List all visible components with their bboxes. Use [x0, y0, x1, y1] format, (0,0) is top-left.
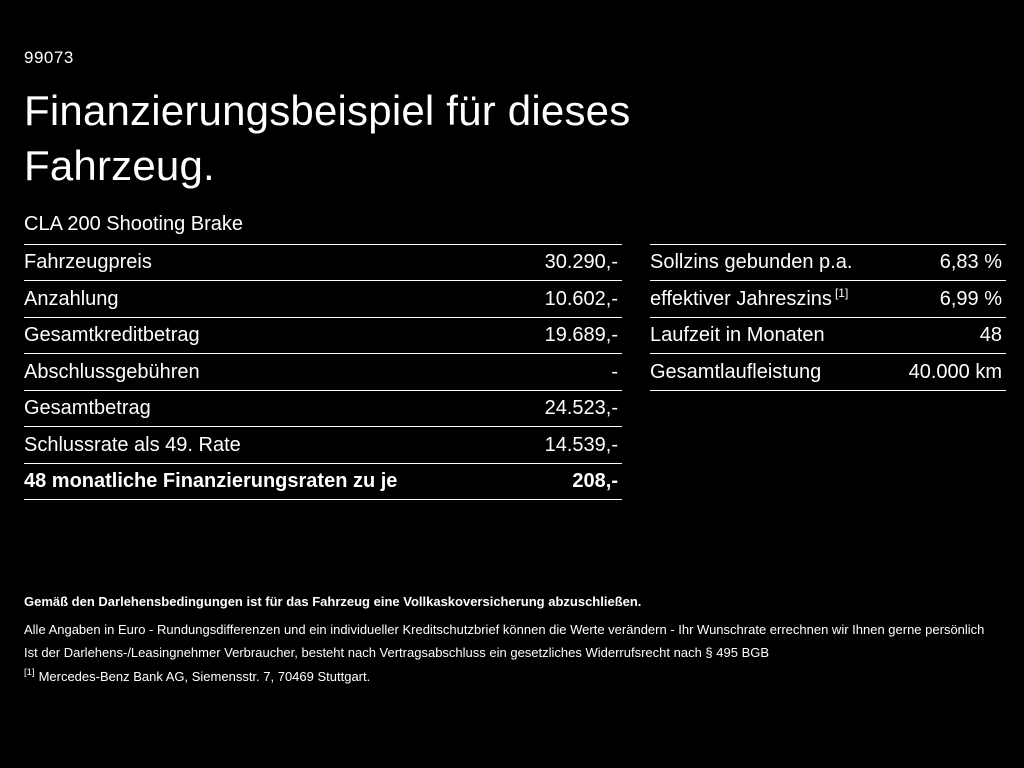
page-title: Finanzierungsbeispiel für dieses Fahrzeu… [24, 87, 631, 190]
row-value: - [611, 360, 618, 383]
table-row-sollzins: Sollzins gebunden p.a. 6,83 % [650, 243, 1006, 281]
document-id: 99073 [24, 48, 74, 67]
table-row-laufzeit: Laufzeit in Monaten 48 [650, 316, 1006, 354]
table-row-effektiver-jahreszins: effektiver Jahreszins [1] 6,99 % [650, 280, 1006, 317]
footnote-line: [1] Mercedes-Benz Bank AG, Siemensstr. 7,… [24, 668, 1000, 687]
footnote-text: Mercedes-Benz Bank AG, Siemensstr. 7, 70… [38, 668, 371, 684]
row-label: Anzahlung [24, 287, 119, 310]
row-value: 19.689,- [544, 324, 618, 347]
table-row-gesamtkreditbetrag: Gesamtkreditbetrag 19.689,- [24, 316, 622, 354]
disclaimer-line-2: Ist der Darlehens-/Leasingnehmer Verbrau… [24, 644, 770, 660]
row-label: Fahrzeugpreis [24, 251, 152, 274]
insurance-note: Gemäß den Darlehensbedingungen ist für d… [24, 594, 642, 609]
row-label: Gesamtkreditbetrag [24, 324, 200, 347]
row-label: 48 monatliche Finanzierungsraten zu je [24, 470, 398, 493]
disclaimer-line-1: Alle Angaben in Euro - Rundungsdifferenz… [24, 621, 985, 637]
row-label: Abschlussgebühren [24, 360, 200, 383]
vehicle-model: CLA 200 Shooting Brake [24, 212, 244, 235]
table-row-anzahlung: Anzahlung 10.602,- [24, 280, 622, 317]
row-value: 40.000 km [908, 360, 1002, 383]
row-value: 14.539,- [544, 433, 618, 456]
table-row-gesamtbetrag: Gesamtbetrag 24.523,- [24, 389, 622, 427]
row-label: effektiver Jahreszins [1] [650, 285, 856, 311]
footnote-ref: [1] [834, 285, 849, 300]
tables-area: Fahrzeugpreis 30.290,- Anzahlung 10.602,… [24, 243, 1006, 501]
row-value: 10.602,- [544, 287, 618, 310]
row-value: 24.523,- [544, 397, 618, 420]
footer-notes: Gemäß den Darlehensbedingungen ist für d… [24, 593, 1000, 690]
table-row-schlussrate: Schlussrate als 49. Rate 14.539,- [24, 426, 622, 463]
row-label: Gesamtbetrag [24, 397, 151, 420]
table-row-fahrzeugpreis: Fahrzeugpreis 30.290,- [24, 243, 622, 281]
footnote-marker: [1] [24, 667, 35, 679]
row-label: Laufzeit in Monaten [650, 324, 825, 347]
row-value: 208,- [572, 470, 618, 493]
table-row-gesamtlaufleistung: Gesamtlaufleistung 40.000 km [650, 353, 1006, 390]
row-value: 6,99 % [939, 287, 1002, 310]
finance-table: Fahrzeugpreis 30.290,- Anzahlung 10.602,… [24, 243, 622, 501]
table-row-abschlussgebuehren: Abschlussgebühren - [24, 353, 622, 390]
row-value: 48 [979, 324, 1002, 347]
row-label-text: effektiver Jahreszins [650, 287, 832, 310]
row-label: Sollzins gebunden p.a. [650, 251, 853, 274]
row-value: 6,83 % [939, 251, 1002, 274]
row-label: Schlussrate als 49. Rate [24, 433, 241, 456]
row-label: Gesamtlaufleistung [650, 360, 822, 383]
table-row-monatsrate: 48 monatliche Finanzierungsraten zu je 2… [24, 462, 622, 500]
row-value: 30.290,- [544, 251, 618, 274]
conditions-table: Sollzins gebunden p.a. 6,83 % effektiver… [650, 243, 1006, 391]
